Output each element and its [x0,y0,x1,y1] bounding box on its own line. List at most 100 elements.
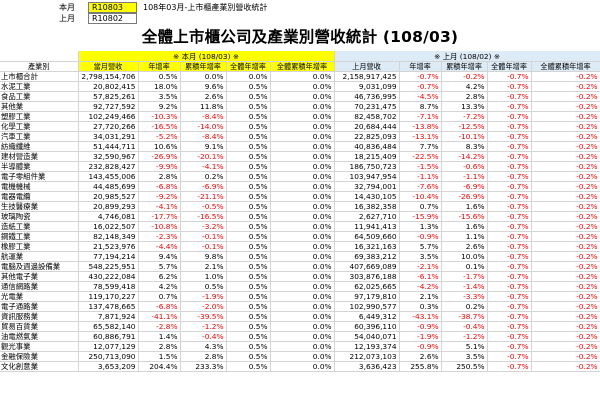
value-cell[interactable]: -2.8% [138,321,181,332]
value-cell[interactable]: -21.1% [180,191,227,202]
value-cell[interactable]: 1.6% [441,221,488,232]
industry-name-cell[interactable]: 電子零組件業 [0,171,79,182]
industry-name-cell[interactable]: 光電業 [0,291,79,302]
last-month-code-cell[interactable]: R10802 [88,13,137,24]
value-cell[interactable]: -0.2% [531,361,600,372]
value-cell[interactable]: 119,170,227 [78,291,139,302]
value-cell[interactable]: 0.2% [441,301,488,312]
value-cell[interactable]: 4,746,081 [78,211,139,222]
value-cell[interactable]: -1.2% [180,321,227,332]
value-cell[interactable]: 18,215,409 [334,151,400,162]
value-cell[interactable]: 430,222,084 [78,271,139,282]
industry-name-cell[interactable]: 油電燃氣業 [0,331,79,342]
value-cell[interactable]: -0.4% [441,321,488,332]
value-cell[interactable]: 0.5% [226,221,271,232]
value-cell[interactable]: -0.7% [487,201,532,212]
value-cell[interactable]: -2.3% [138,231,181,242]
value-cell[interactable]: -0.2% [531,341,600,352]
value-cell[interactable]: 0.5% [226,271,271,282]
value-cell[interactable]: 0.0% [270,251,335,262]
industry-name-cell[interactable]: 文化創意業 [0,361,79,372]
industry-name-cell[interactable]: 造紙工業 [0,221,79,232]
value-cell[interactable]: -0.2% [531,181,600,192]
value-cell[interactable]: 10.6% [138,141,181,152]
value-cell[interactable]: -0.5% [180,201,227,212]
value-cell[interactable]: 0.5% [226,231,271,242]
value-cell[interactable]: 9.1% [180,141,227,152]
value-cell[interactable]: 0.0% [270,321,335,332]
value-cell[interactable]: -38.7% [441,311,488,322]
value-cell[interactable]: -26.9% [441,191,488,202]
value-cell[interactable]: -0.2% [531,261,600,272]
industry-name-cell[interactable]: 金融保險業 [0,351,79,362]
value-cell[interactable]: -0.2% [531,281,600,292]
value-cell[interactable]: -13.8% [399,121,442,132]
value-cell[interactable]: 250.5% [441,361,488,372]
value-cell[interactable]: 1.3% [399,221,442,232]
value-cell[interactable]: 0.5% [226,351,271,362]
value-cell[interactable]: 0.0% [270,241,335,252]
industry-name-cell[interactable]: 食品工業 [0,91,79,102]
value-cell[interactable]: 0.5% [226,341,271,352]
value-cell[interactable]: 60,396,110 [334,321,400,332]
value-cell[interactable]: -1.2% [441,331,488,342]
value-cell[interactable]: -0.2% [531,121,600,132]
value-cell[interactable]: 20,899,293 [78,201,139,212]
value-cell[interactable]: 0.5% [226,361,271,372]
industry-name-cell[interactable]: 汽車工業 [0,131,79,142]
industry-name-cell[interactable]: 通信網路業 [0,281,79,292]
value-cell[interactable]: -41.1% [138,311,181,322]
value-cell[interactable]: -0.7% [487,261,532,272]
value-cell[interactable]: 2.6% [180,91,227,102]
value-cell[interactable]: -0.7% [487,71,532,82]
value-cell[interactable]: -4.2% [399,281,442,292]
value-cell[interactable]: -0.7% [487,221,532,232]
value-cell[interactable]: -0.2% [531,111,600,122]
value-cell[interactable]: -2.1% [399,261,442,272]
value-cell[interactable]: 10.0% [441,251,488,262]
value-cell[interactable]: 0.5% [226,331,271,342]
value-cell[interactable]: 5.1% [441,341,488,352]
value-cell[interactable]: -0.7% [487,151,532,162]
value-cell[interactable]: -0.2% [531,211,600,222]
value-cell[interactable]: -0.7% [487,101,532,112]
column-header[interactable]: 上月營收 [334,61,400,72]
value-cell[interactable]: 2.8% [441,91,488,102]
value-cell[interactable]: 12,077,129 [78,341,139,352]
value-cell[interactable]: 0.5% [226,81,271,92]
value-cell[interactable]: -6.8% [138,301,181,312]
value-cell[interactable]: 11.8% [180,101,227,112]
value-cell[interactable]: 0.5% [226,141,271,152]
value-cell[interactable]: -0.7% [487,91,532,102]
value-cell[interactable]: 8.7% [399,101,442,112]
value-cell[interactable]: 82,148,349 [78,231,139,242]
value-cell[interactable]: 9.4% [138,251,181,262]
value-cell[interactable]: -0.2% [531,221,600,232]
value-cell[interactable]: 0.0% [270,261,335,272]
value-cell[interactable]: -0.2% [531,101,600,112]
value-cell[interactable]: 0.5% [226,311,271,322]
value-cell[interactable]: 0.5% [226,191,271,202]
value-cell[interactable]: -1.7% [441,271,488,282]
value-cell[interactable]: 2,798,154,706 [78,71,139,82]
value-cell[interactable]: 102,990,577 [334,301,400,312]
value-cell[interactable]: 0.5% [226,91,271,102]
value-cell[interactable]: -0.2% [441,71,488,82]
value-cell[interactable]: 1.0% [180,271,227,282]
value-cell[interactable]: 69,383,212 [334,251,400,262]
value-cell[interactable]: -0.7% [487,181,532,192]
industry-name-cell[interactable]: 電機機械 [0,181,79,192]
value-cell[interactable]: -4.4% [138,241,181,252]
value-cell[interactable]: -0.7% [487,211,532,222]
value-cell[interactable]: 44,485,699 [78,181,139,192]
value-cell[interactable]: -10.1% [441,131,488,142]
value-cell[interactable]: 0.0% [270,161,335,172]
value-cell[interactable]: -1.1% [441,171,488,182]
value-cell[interactable]: -0.7% [487,301,532,312]
value-cell[interactable]: 13.3% [441,101,488,112]
value-cell[interactable]: 20,684,444 [334,121,400,132]
value-cell[interactable]: -0.7% [487,331,532,342]
value-cell[interactable]: 3,653,209 [78,361,139,372]
value-cell[interactable]: 34,031,291 [78,131,139,142]
value-cell[interactable]: -0.7% [399,71,442,82]
